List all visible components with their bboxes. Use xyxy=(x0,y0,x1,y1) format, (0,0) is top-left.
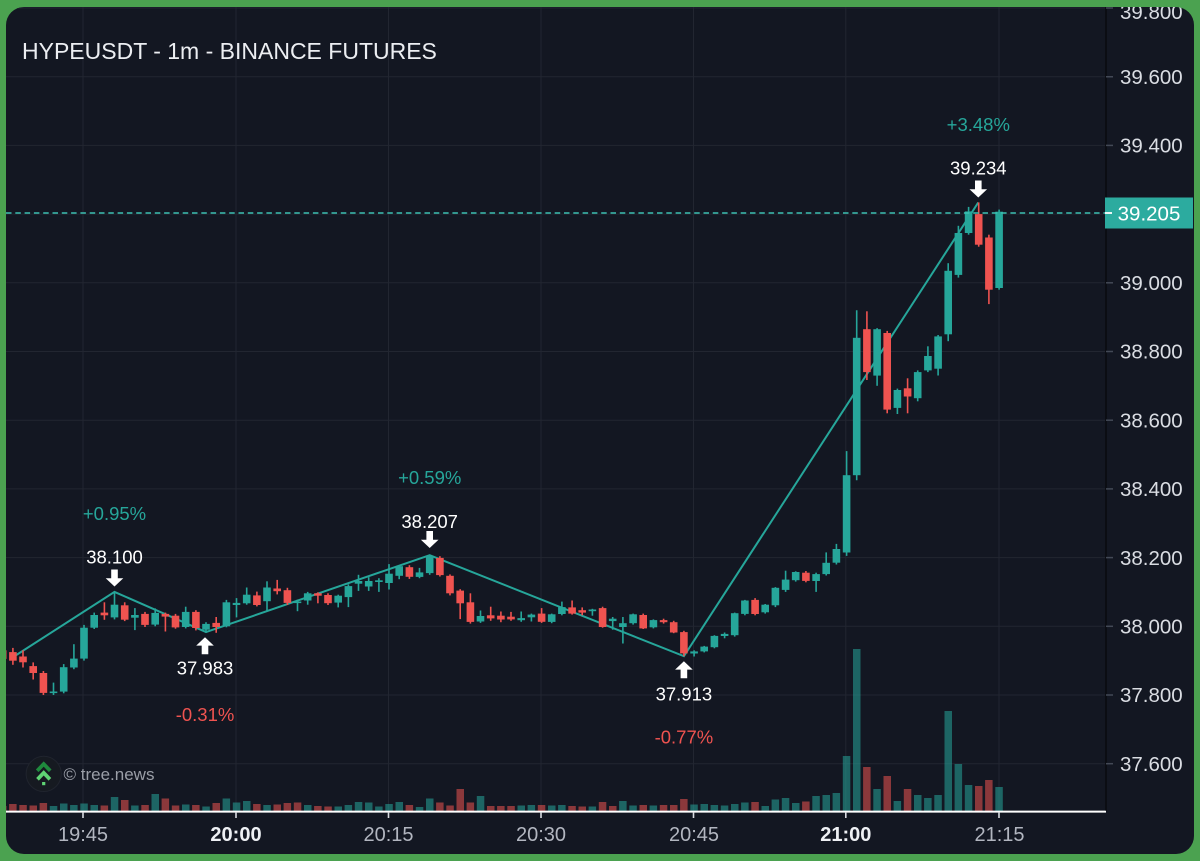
svg-text:37.800: 37.800 xyxy=(1120,684,1183,707)
svg-text:38.100: 38.100 xyxy=(86,546,143,567)
svg-text:39.205: 39.205 xyxy=(1118,203,1181,226)
svg-text:20:45: 20:45 xyxy=(669,824,719,846)
svg-text:20:30: 20:30 xyxy=(516,824,566,846)
svg-text:-0.77%: -0.77% xyxy=(655,726,714,747)
svg-text:+3.48%: +3.48% xyxy=(947,114,1010,135)
svg-text:39.400: 39.400 xyxy=(1120,135,1183,158)
svg-text:21:00: 21:00 xyxy=(820,824,871,846)
svg-text:HYPEUSDT - 1m - BINANCE FUTURE: HYPEUSDT - 1m - BINANCE FUTURES xyxy=(22,38,437,64)
svg-text:20:00: 20:00 xyxy=(210,824,261,846)
svg-text:38.600: 38.600 xyxy=(1120,409,1183,432)
svg-text:39.800: 39.800 xyxy=(1120,7,1183,24)
svg-text:37.600: 37.600 xyxy=(1120,753,1183,776)
svg-text:38.800: 38.800 xyxy=(1120,341,1183,364)
svg-text:37.913: 37.913 xyxy=(656,683,713,704)
svg-text:39.000: 39.000 xyxy=(1120,272,1183,295)
svg-text:38.200: 38.200 xyxy=(1120,547,1183,570)
svg-text:38.207: 38.207 xyxy=(401,511,458,532)
svg-text:+0.95%: +0.95% xyxy=(83,503,146,524)
svg-text:-0.31%: -0.31% xyxy=(176,704,235,725)
svg-text:37.983: 37.983 xyxy=(177,657,234,678)
svg-text:38.000: 38.000 xyxy=(1120,616,1183,639)
svg-text:+0.59%: +0.59% xyxy=(398,467,461,488)
svg-text:38.400: 38.400 xyxy=(1120,478,1183,501)
svg-text:© tree.news: © tree.news xyxy=(64,765,155,784)
svg-text:39.600: 39.600 xyxy=(1120,66,1183,89)
svg-text:19:45: 19:45 xyxy=(58,824,108,846)
svg-text:39.234: 39.234 xyxy=(950,157,1007,178)
svg-text:20:15: 20:15 xyxy=(363,824,413,846)
svg-text:21:15: 21:15 xyxy=(974,824,1024,846)
